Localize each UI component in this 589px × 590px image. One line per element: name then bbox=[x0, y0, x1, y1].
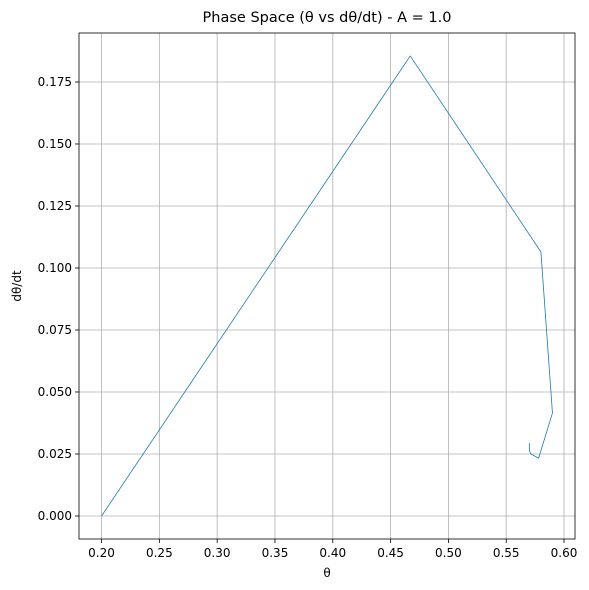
x-tick-label: 0.45 bbox=[377, 546, 404, 560]
y-tick-label: 0.125 bbox=[38, 199, 72, 213]
y-tick-label: 0.075 bbox=[38, 323, 72, 337]
series-line-0 bbox=[101, 55, 553, 517]
y-tick-label: 0.025 bbox=[38, 447, 72, 461]
y-axis-label: dθ/dt bbox=[10, 270, 24, 302]
x-tick-label: 0.40 bbox=[319, 546, 346, 560]
y-tick-label: 0.050 bbox=[38, 385, 72, 399]
grid bbox=[79, 33, 575, 539]
x-tick-label: 0.30 bbox=[204, 546, 231, 560]
x-axis-label: θ bbox=[323, 566, 330, 580]
y-tick-label: 0.100 bbox=[38, 261, 72, 275]
y-tick-label: 0.000 bbox=[38, 509, 72, 523]
y-tick-label: 0.175 bbox=[38, 75, 72, 89]
y-axis-ticks: 0.000 0.025 0.050 0.075 0.100 0.125 0.150 0.175 bbox=[38, 75, 79, 523]
x-tick-label: 0.50 bbox=[435, 546, 462, 560]
chart-title: Phase Space (θ vs dθ/dt) - A = 1.0 bbox=[203, 10, 452, 26]
x-tick-label: 0.60 bbox=[551, 546, 578, 560]
y-tick-label: 0.150 bbox=[38, 137, 72, 151]
x-tick-label: 0.20 bbox=[88, 546, 115, 560]
series-layer bbox=[101, 55, 553, 517]
x-tick-label: 0.35 bbox=[262, 546, 289, 560]
x-tick-label: 0.25 bbox=[146, 546, 173, 560]
plot-area-frame bbox=[78, 32, 576, 540]
x-axis-ticks: 0.20 0.25 0.30 0.35 0.40 0.45 0.50 0.55 0.60 bbox=[88, 539, 577, 560]
x-tick-label: 0.55 bbox=[493, 546, 520, 560]
